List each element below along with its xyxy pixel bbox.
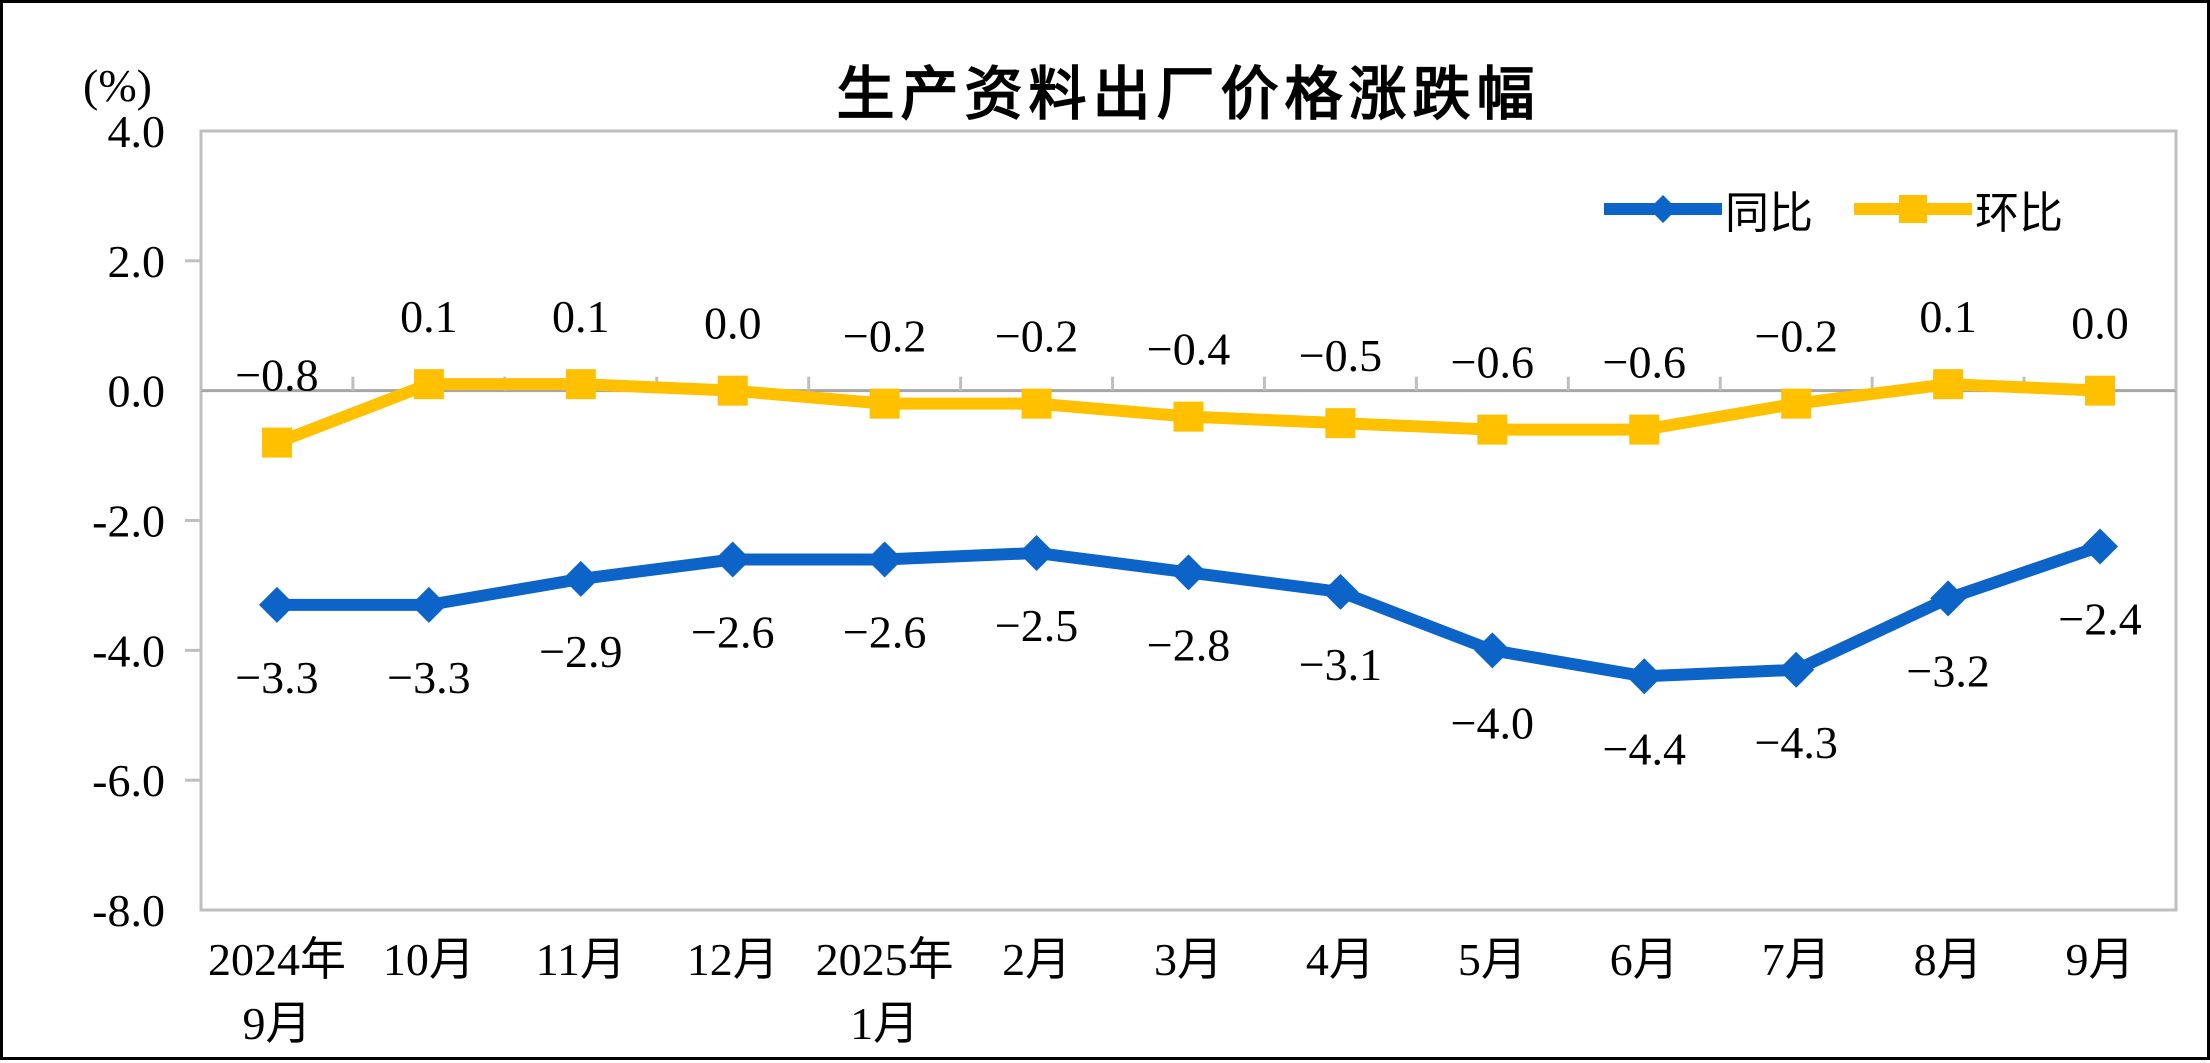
x-tick-label: 9月 [242, 998, 311, 1049]
y-tick-label: 0.0 [108, 366, 166, 417]
mom-point-marker [869, 388, 900, 419]
legend-label-mom: 环比 [1975, 189, 2063, 238]
data-label: −0.4 [1147, 324, 1230, 375]
yoy-point-marker [1930, 580, 1967, 617]
mom-data-labels: −0.8 0.1 0.1 0.0 −0.2 −0.2 −0.4 −0.5 −0.6 −0.6 −0.… [235, 291, 2129, 400]
mom-series [261, 369, 2116, 458]
yoy-point-marker [866, 541, 903, 578]
chart-title: 生产资料出厂价格涨跌幅 [836, 62, 1541, 127]
data-label: −0.2 [995, 311, 1078, 362]
x-tick-label: 3月 [1154, 934, 1223, 985]
data-label: 0.0 [704, 298, 762, 349]
x-tick-label: 5月 [1458, 934, 1527, 985]
mom-point-marker [1629, 414, 1660, 445]
data-label: 0.1 [552, 291, 610, 342]
y-tick-label: -4.0 [92, 625, 165, 676]
data-label: −4.4 [1603, 723, 1686, 774]
data-label: 0.0 [2071, 298, 2129, 349]
data-label: −3.3 [387, 652, 470, 703]
data-label: 0.1 [400, 291, 458, 342]
data-label: −2.8 [1147, 619, 1230, 670]
yoy-point-marker [562, 560, 599, 597]
yoy-point-marker [1170, 554, 1207, 591]
yoy-point-marker [1322, 573, 1359, 610]
yoy-point-marker [410, 586, 447, 623]
yoy-point-marker [1626, 658, 1663, 695]
plot-border [199, 129, 2178, 912]
x-tick-label: 12月 [687, 934, 779, 985]
data-label: −0.2 [843, 311, 926, 362]
x-tick-label: 2025年 [816, 934, 954, 985]
legend-label-yoy: 同比 [1725, 189, 1813, 238]
yoy-line-marker-icon [1604, 195, 1722, 223]
yoy-point-marker [714, 541, 751, 578]
data-label: −3.3 [235, 652, 318, 703]
mom-point-marker [717, 375, 748, 406]
data-label: −0.5 [1299, 330, 1382, 381]
mom-point-marker [1933, 369, 1964, 400]
data-label: −0.2 [1754, 311, 1837, 362]
x-axis-labels: 2024年 9月 10月 11月 12月 2025年 1月 2月 3月 4月 5月 6月 7月 8月 9月 [208, 934, 2135, 1049]
mom-point-marker [413, 369, 444, 400]
yoy-point-marker [1474, 632, 1511, 669]
data-label: −0.8 [235, 350, 318, 401]
mom-point-marker [1325, 408, 1356, 439]
yoy-data-labels: −3.3 −3.3 −2.9 −2.6 −2.6 −2.5 −2.8 −3.1 −4.0 −4.4… [235, 593, 2142, 774]
x-tick-label: 6月 [1610, 934, 1679, 985]
mom-point-marker [1173, 401, 1204, 432]
x-tick-label: 9月 [2066, 934, 2135, 985]
chart-plot-area: 4.0 2.0 0.0 -2.0 -4.0 -6.0 -8.0 2024年 9月 10月 11月 12… [92, 106, 2178, 1049]
y-tick-label: 2.0 [108, 236, 166, 287]
x-tick-label: 4月 [1306, 934, 1375, 985]
x-tick-label: 2月 [1002, 934, 1071, 985]
data-label: −2.6 [843, 606, 926, 657]
y-tick-label: -6.0 [92, 755, 165, 806]
legend: 同比 环比 [1601, 177, 2063, 241]
mom-point-marker [1781, 388, 1812, 419]
data-label: −4.3 [1754, 717, 1837, 768]
x-tick-label: 8月 [1914, 934, 1983, 985]
yoy-point-marker [258, 586, 295, 623]
data-label: −2.6 [691, 606, 774, 657]
mom-point-marker [2085, 375, 2116, 406]
yoy-series [258, 528, 2119, 695]
y-tick-label: -2.0 [92, 496, 165, 547]
data-label: −3.2 [1906, 645, 1989, 696]
x-tick-label: 11月 [536, 934, 626, 985]
mom-point-marker [1477, 414, 1508, 445]
x-tick-label: 1月 [850, 998, 919, 1049]
mom-point-marker [565, 369, 596, 400]
data-label: −4.0 [1451, 697, 1534, 748]
y-axis-unit-label: (%) [83, 60, 152, 111]
data-label: −3.1 [1299, 639, 1382, 690]
y-axis: 4.0 2.0 0.0 -2.0 -4.0 -6.0 -8.0 [92, 106, 201, 936]
data-label: −0.6 [1451, 337, 1534, 388]
y-tick-label: 4.0 [108, 106, 166, 157]
x-tick-label: 10月 [383, 934, 475, 985]
x-tick-label: 7月 [1762, 934, 1831, 985]
data-label: −2.5 [995, 600, 1078, 651]
yoy-point-marker [2082, 528, 2119, 565]
x-tick-label: 2024年 [208, 934, 346, 985]
yoy-point-marker [1778, 651, 1815, 688]
mom-point-marker [261, 427, 292, 458]
data-label: −2.9 [539, 626, 622, 677]
mom-point-marker [1021, 388, 1052, 419]
mom-line-marker-icon [1854, 195, 1972, 223]
yoy-point-marker [1018, 534, 1055, 571]
data-label: −2.4 [2058, 593, 2141, 644]
y-tick-label: -8.0 [92, 885, 165, 936]
data-label: −0.6 [1603, 337, 1686, 388]
data-label: 0.1 [1919, 291, 1977, 342]
legend-item-yoy: 同比 [1601, 177, 1813, 241]
legend-item-mom: 环比 [1851, 177, 2063, 241]
